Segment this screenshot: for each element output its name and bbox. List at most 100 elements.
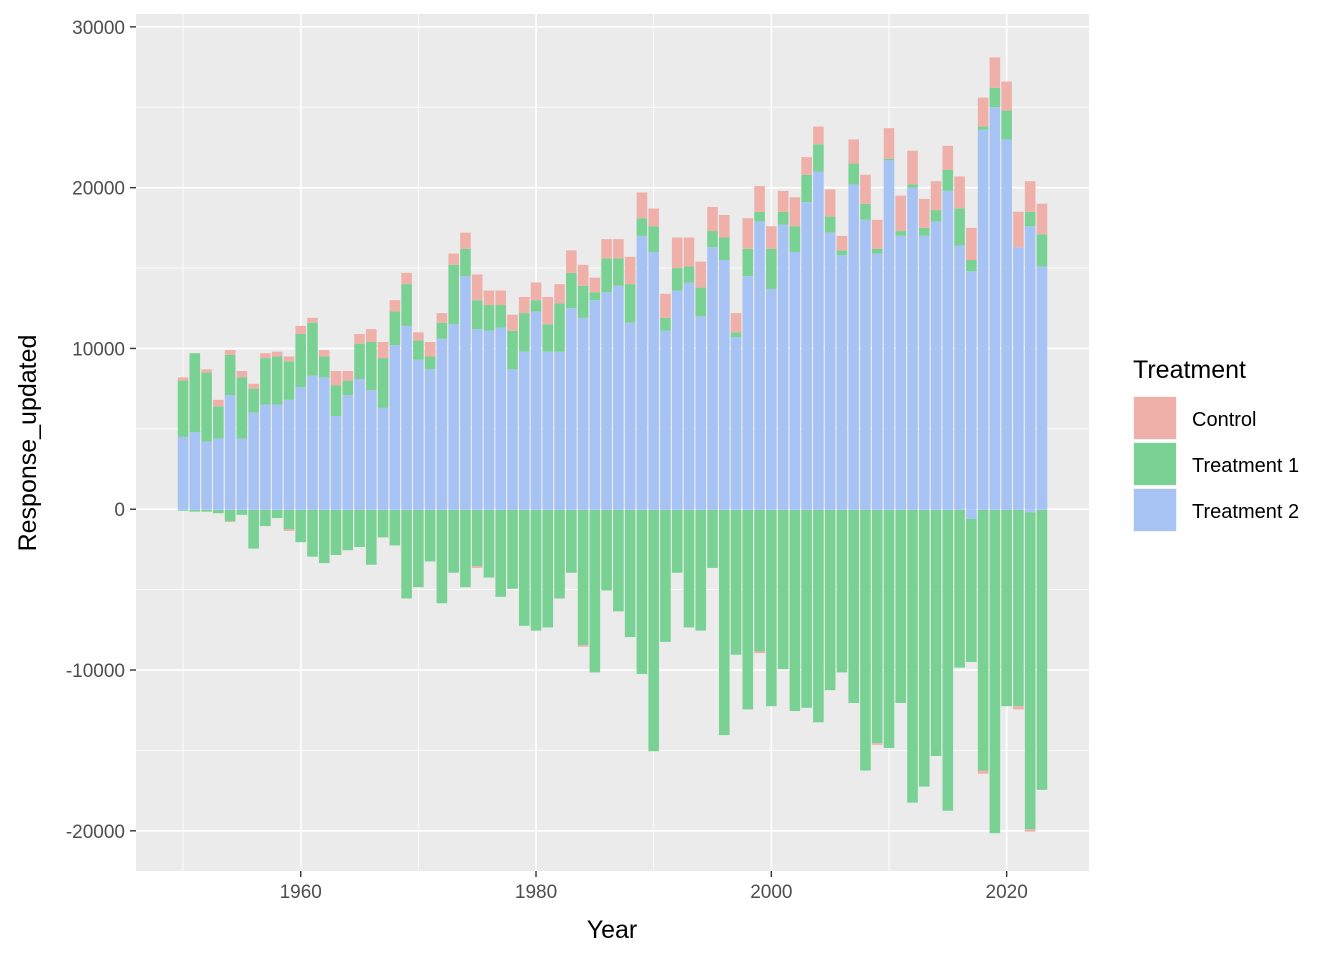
y-tick-label: -10000 (66, 661, 125, 682)
bar-segment (601, 510, 612, 591)
bar-segment (1001, 510, 1012, 707)
bar-segment (718, 510, 730, 736)
bar-segment (377, 342, 389, 359)
bar-segment (942, 169, 954, 191)
bar-segment (1001, 139, 1012, 510)
bar-segment (671, 510, 683, 573)
axes: -20000 -10000 0 10000 20000 30000 1960 1980 2000… (66, 18, 1028, 903)
bar-segment (871, 253, 883, 510)
bar-segment (495, 510, 507, 597)
bar-segment (507, 369, 518, 510)
bar-segment (907, 187, 918, 510)
bar-segment (883, 128, 895, 159)
bar-segment (483, 330, 495, 510)
bar-segment (424, 369, 436, 510)
bar-segment (754, 510, 765, 652)
bar-segment (554, 510, 565, 599)
bar-segment (413, 510, 424, 588)
bar-segment (754, 186, 765, 212)
bar-segment (824, 189, 836, 217)
bar-segment (401, 510, 412, 599)
bar-segment (530, 300, 542, 312)
bar-segment (848, 139, 859, 164)
bar-segment (236, 438, 248, 510)
bar-segment (201, 372, 212, 442)
bar-segment (236, 370, 248, 378)
bar-segment (518, 509, 530, 511)
bar-segment (930, 181, 942, 211)
bar-segment (730, 509, 742, 511)
bar-segment (366, 510, 377, 565)
bars (177, 57, 1048, 834)
bar-segment (295, 333, 307, 388)
bar-segment (554, 509, 565, 511)
bar-segment (954, 208, 965, 246)
bar-segment (318, 350, 330, 357)
bar-segment (1013, 247, 1024, 510)
bar-segment (836, 510, 848, 673)
bar-segment (789, 226, 801, 252)
bar-segment (318, 510, 330, 564)
bar-segment (201, 369, 212, 373)
bar-segment (1036, 266, 1048, 510)
bar-segment (801, 174, 812, 203)
bar-segment (577, 510, 589, 646)
bar-segment (860, 509, 871, 511)
y-tick-label: 20000 (72, 179, 125, 200)
bar-segment (471, 509, 483, 511)
bar-segment (224, 521, 236, 523)
bar-segment (789, 251, 801, 510)
bar-segment (1024, 509, 1036, 513)
bar-segment (930, 509, 942, 511)
bar-segment (448, 510, 459, 573)
bar-segment (601, 509, 612, 511)
bar-segment (201, 509, 212, 511)
bar-segment (354, 378, 365, 510)
bar-segment (989, 509, 1001, 511)
bar-segment (201, 510, 212, 512)
bar-segment (213, 510, 224, 514)
y-tick-label: 10000 (72, 339, 125, 360)
bar-segment (483, 509, 495, 511)
bar-segment (471, 329, 483, 510)
bar-segment (248, 412, 259, 510)
legend-swatch (1134, 443, 1176, 485)
bar-segment (895, 510, 907, 703)
bar-segment (648, 208, 659, 227)
bar-segment (636, 235, 648, 510)
bar-segment (295, 510, 307, 543)
bar-segment (389, 345, 401, 510)
bar-segment (483, 510, 495, 578)
bar-segment (354, 509, 365, 511)
bar-segment (871, 743, 883, 745)
bar-segment (860, 510, 871, 771)
bar-segment (754, 509, 765, 511)
bar-segment (707, 247, 718, 510)
bar-segment (342, 370, 354, 381)
bar-segment (813, 510, 824, 723)
bar-segment (707, 509, 718, 511)
bar-segment (601, 239, 612, 259)
bar-segment (966, 260, 977, 272)
bar-segment (683, 237, 695, 267)
bar-segment (848, 510, 859, 703)
bar-segment (918, 198, 930, 228)
bar-segment (954, 510, 965, 668)
bar-segment (283, 356, 295, 362)
y-tick-label: 0 (114, 500, 125, 521)
y-axis-title: Response_updated (14, 335, 42, 552)
bar-segment (789, 510, 801, 712)
bar-segment (448, 509, 459, 511)
bar-segment (189, 510, 201, 512)
bar-segment (907, 150, 918, 185)
bar-segment (883, 160, 895, 510)
bar-segment (1024, 512, 1036, 830)
bar-segment (895, 235, 907, 510)
bar-segment (283, 529, 295, 531)
bar-segment (460, 276, 471, 510)
bar-segment (813, 126, 824, 145)
bar-segment (177, 380, 189, 437)
bar-segment (518, 313, 530, 352)
bar-segment (954, 509, 965, 511)
x-tick-label: 2020 (986, 882, 1028, 903)
